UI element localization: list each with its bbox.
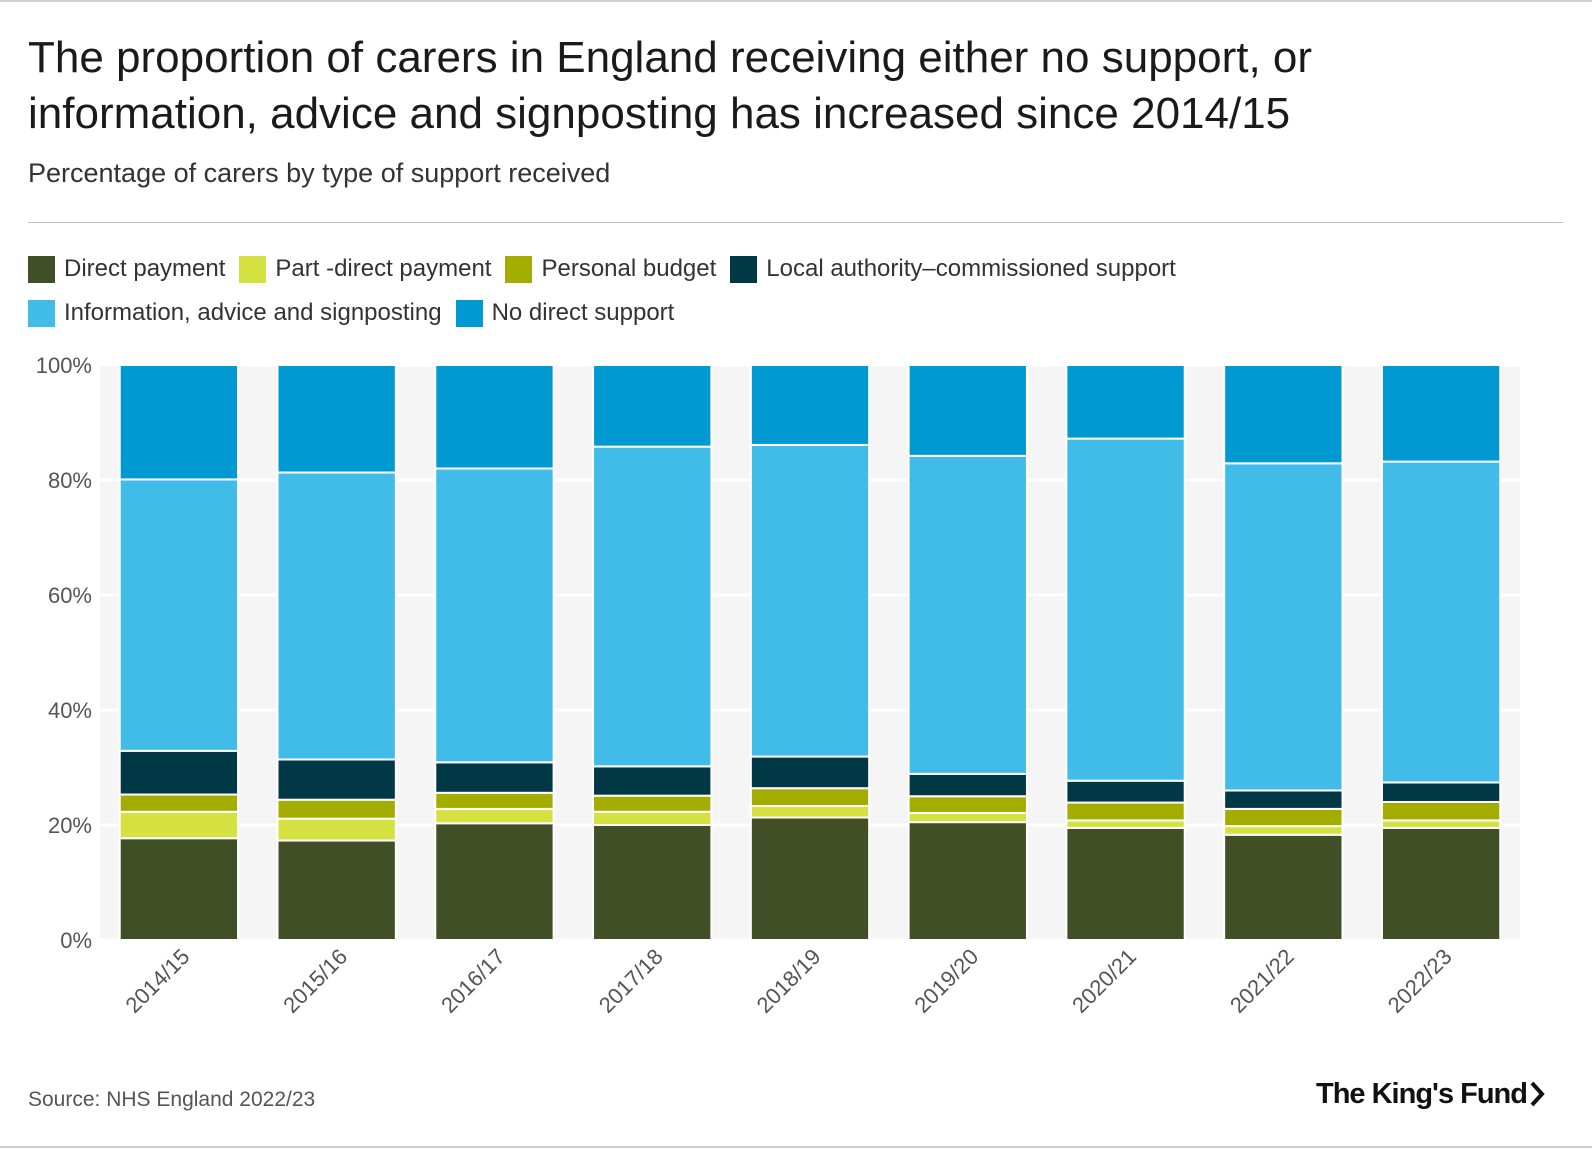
y-tick-label: 100%: [36, 353, 92, 378]
bar-segment: [1380, 364, 1502, 463]
bar-segment: [276, 798, 397, 820]
bar-segment: [276, 817, 397, 842]
legend-swatch: [28, 255, 55, 283]
legend-label: Local authority–commissioned support: [766, 255, 1176, 282]
bar-segment: [592, 765, 713, 797]
bar-segment: [749, 755, 871, 790]
bar-segment: [118, 793, 240, 813]
bar-segment: [434, 807, 555, 825]
legend-label: Personal budget: [541, 255, 717, 282]
bar-segment: [592, 794, 713, 813]
bar-segment: [276, 364, 397, 474]
bar-segment: [1065, 437, 1186, 782]
bottom-rule: [0, 1146, 1592, 1148]
bar-segment: [749, 805, 871, 819]
bar-segment: [749, 364, 871, 446]
bar-segment: [118, 837, 240, 942]
legend-swatch: [505, 255, 533, 283]
chart-title: The proportion of carers in England rece…: [28, 33, 1313, 138]
x-tick-label: 2018/19: [752, 944, 826, 1018]
bar-segment: [434, 761, 555, 794]
bar-segment: [276, 471, 397, 761]
legend-label: Direct payment: [64, 255, 226, 282]
legend-item: Personal budget: [505, 255, 716, 283]
bar-segment: [118, 810, 240, 840]
legend-label: No direct support: [491, 299, 675, 326]
bar-segment: [592, 810, 713, 826]
y-tick-label: 0%: [60, 928, 92, 953]
legend-label: Part -direct payment: [275, 255, 492, 282]
chevron-right-icon: [1530, 1081, 1545, 1107]
legend-item: Information, advice and signposting: [28, 299, 442, 327]
bar-segment: [907, 795, 1028, 814]
stacked-bar-chart: 0% 20% 40% 60% 80% 100% 2014/15 2015/16 2016/17 2…: [36, 353, 1520, 1018]
bar-segment: [907, 364, 1028, 457]
bar-segment: [1223, 364, 1344, 465]
bar-segment: [1065, 819, 1186, 829]
bar-segment: [434, 822, 555, 941]
bar-segment: [749, 787, 871, 808]
legend-item: Local authority–commissioned support: [730, 255, 1176, 283]
x-tick-label: 2020/21: [1067, 944, 1141, 1018]
bar-segment: [907, 821, 1028, 941]
legend-item: Direct payment: [28, 255, 225, 283]
bar-segment: [434, 364, 555, 470]
bar-segment: [1065, 826, 1186, 941]
x-tick-label: 2021/22: [1225, 944, 1299, 1018]
bar-segment: [1065, 779, 1186, 804]
y-tick-label: 40%: [48, 698, 92, 723]
x-tick-label: 2017/18: [594, 944, 668, 1018]
bar-segment: [276, 758, 397, 801]
y-tick-label: 60%: [48, 583, 92, 608]
bar-segment: [276, 839, 397, 941]
bar-segment: [592, 364, 713, 448]
bar-segment: [1065, 801, 1186, 822]
bar-segment: [118, 749, 240, 796]
bar-segment: [1223, 825, 1344, 836]
bar-segment: [592, 445, 713, 768]
bar-segment: [1223, 833, 1344, 941]
legend-label: Information, advice and signposting: [64, 299, 442, 326]
legend-swatch: [239, 255, 267, 283]
legend-swatch: [28, 299, 55, 327]
bar-segment: [907, 811, 1028, 824]
x-tick-label: 2016/17: [436, 944, 510, 1018]
bar-segment: [1223, 789, 1344, 810]
logo-text: The King's Fund: [1316, 1077, 1528, 1110]
bar-segment: [434, 791, 555, 810]
bar-segment: [1380, 819, 1502, 829]
top-rule: [0, 0, 1592, 2]
legend: Direct payment Part -direct payment Person…: [28, 255, 1428, 327]
x-tick-label: 2014/15: [121, 944, 195, 1018]
bar-segment: [1380, 460, 1502, 784]
legend-item: No direct support: [455, 299, 675, 327]
bar-segment: [1380, 781, 1502, 804]
bar-segment: [749, 443, 871, 758]
y-tick-label: 20%: [48, 813, 92, 838]
chart-subtitle: Percentage of carers by type of support …: [28, 158, 611, 188]
bar-segment: [1223, 462, 1344, 792]
bar-segment: [1223, 807, 1344, 828]
bar-segment: [907, 454, 1028, 775]
bar-segment: [592, 824, 713, 941]
bar-segment: [1380, 801, 1502, 822]
legend-swatch: [455, 299, 483, 327]
bar-segment: [118, 478, 240, 752]
header-divider: [28, 222, 1563, 223]
bar-segment: [907, 772, 1028, 798]
legend-item: Part -direct payment: [239, 255, 491, 283]
bar-segment: [749, 816, 871, 941]
source-note: Source: NHS England 2022/23: [28, 1088, 316, 1111]
x-tick-label: 2019/20: [909, 944, 983, 1018]
x-tick-label: 2015/16: [278, 944, 352, 1018]
bar-segment: [434, 467, 555, 764]
bar-segment: [118, 364, 240, 481]
legend-swatch: [730, 255, 758, 283]
bar-segment: [1380, 826, 1502, 941]
x-tick-label: 2022/23: [1383, 944, 1457, 1018]
y-tick-label: 80%: [48, 468, 92, 493]
bar-segment: [1065, 364, 1186, 440]
kings-fund-logo: The King's Fund: [1316, 1074, 1545, 1114]
